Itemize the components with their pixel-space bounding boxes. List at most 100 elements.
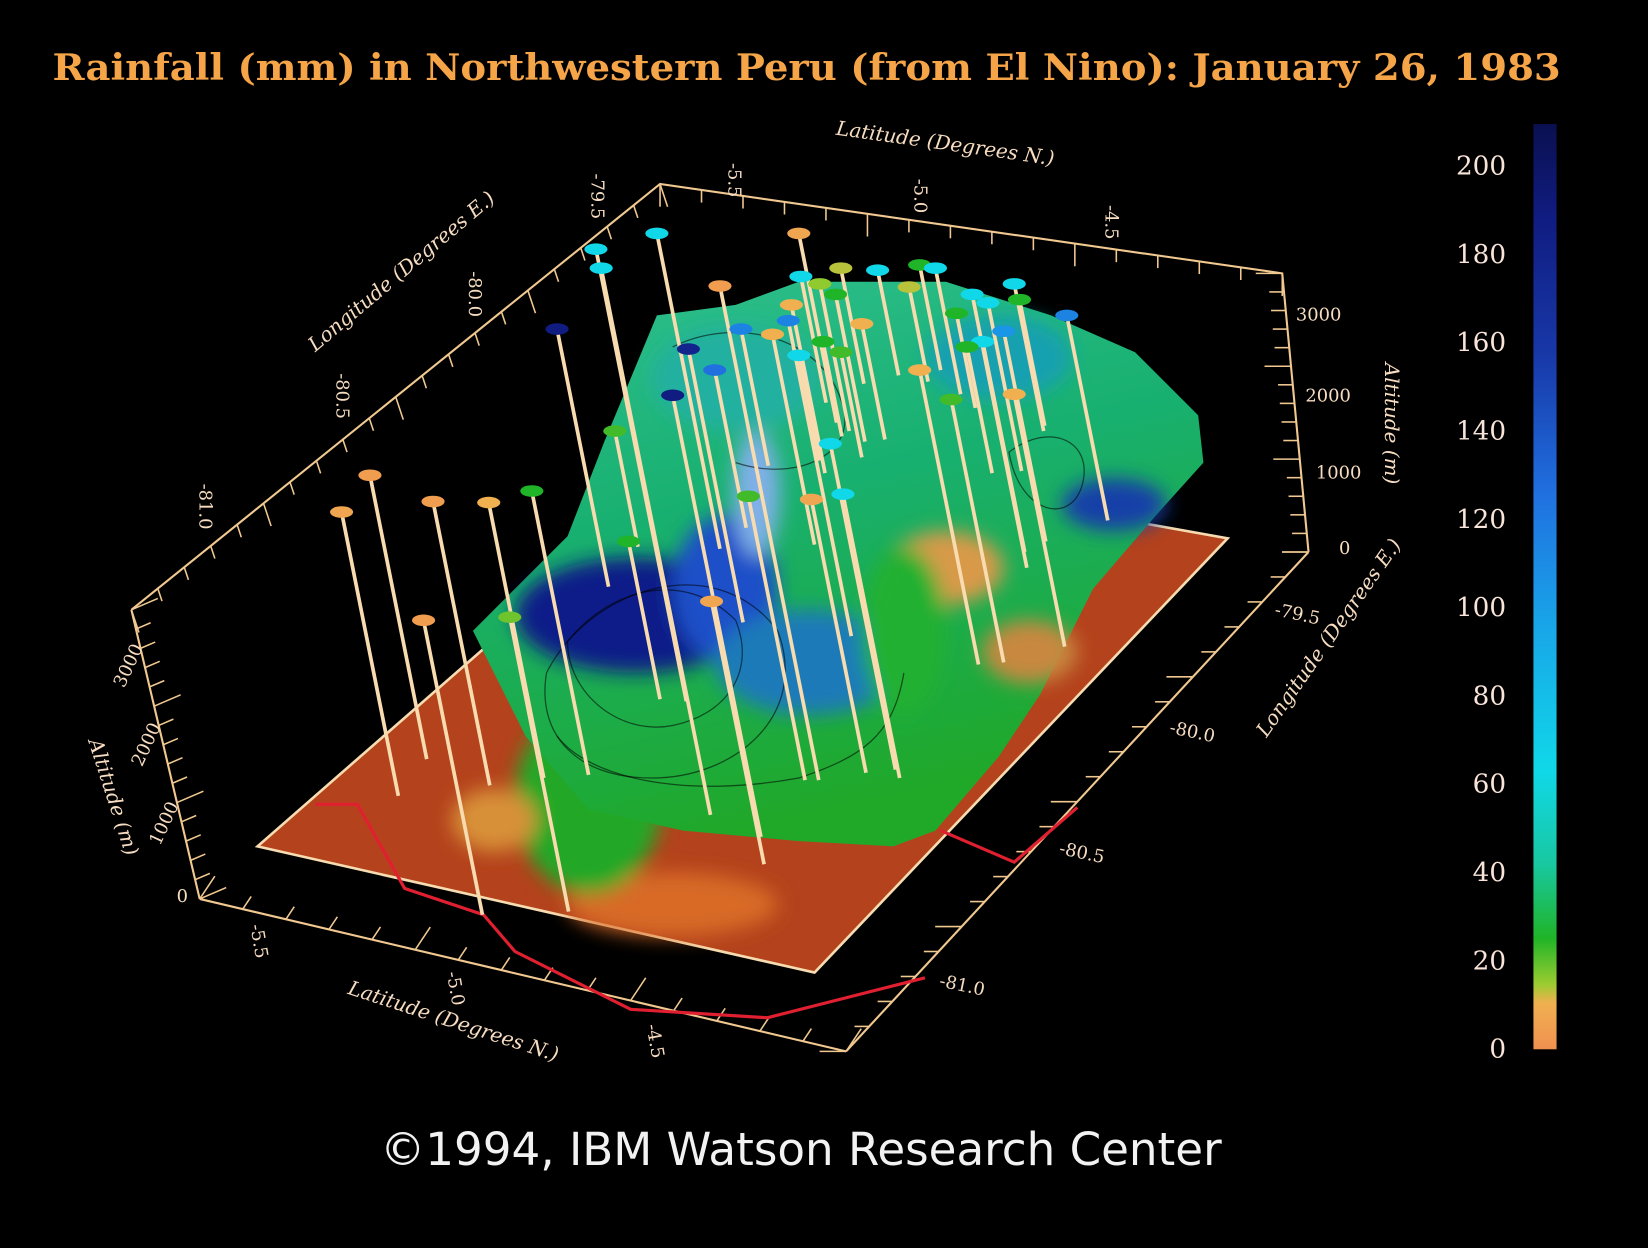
tick-mark xyxy=(144,660,161,669)
tick-mark xyxy=(315,460,322,474)
tick-mark xyxy=(199,886,227,900)
station-pin xyxy=(808,278,852,432)
latitude-axis-title-top: Latitude (Degrees N.) xyxy=(834,116,1056,171)
station-pin xyxy=(787,349,822,461)
station-pin xyxy=(477,496,546,779)
longitude-axis-title-front: Longitude (Degrees E.) xyxy=(1250,534,1406,742)
station-pin xyxy=(661,389,763,838)
tick-mark xyxy=(149,679,165,688)
station-pin-stem xyxy=(530,490,591,776)
contour-line xyxy=(556,672,905,787)
station-pin-head xyxy=(976,297,1000,309)
station-pin-head xyxy=(866,264,890,276)
station-pin xyxy=(589,262,713,816)
station-pin-head xyxy=(1055,309,1079,322)
tick-mark xyxy=(371,926,382,941)
chart-title: Rainfall (mm) in Northwestern Peru (from… xyxy=(53,45,1561,89)
tick-mark xyxy=(162,737,179,746)
station-pin-stem xyxy=(1017,299,1047,427)
longitude-tick: -79.5 xyxy=(587,173,608,219)
tick-mark xyxy=(457,946,468,961)
station-pin-head xyxy=(661,389,685,402)
station-pin-head xyxy=(944,307,968,320)
station-pin-head xyxy=(850,318,874,330)
station-pin-head xyxy=(897,281,921,293)
station-pin-head xyxy=(829,346,853,358)
station-pin xyxy=(787,227,839,424)
station-pin-head xyxy=(787,227,811,240)
tick-mark xyxy=(209,545,216,559)
tick-mark xyxy=(153,694,181,707)
latitude-tick: -5.0 xyxy=(442,970,469,1008)
station-pin xyxy=(829,346,864,458)
tick-marks xyxy=(130,183,1309,1053)
tick-mark xyxy=(172,776,188,785)
latitude-tick: -5.0 xyxy=(909,179,930,213)
station-pin-head xyxy=(939,393,963,406)
station-pin-head xyxy=(589,262,613,274)
tick-mark xyxy=(368,417,375,432)
station-pin-stem xyxy=(796,355,822,461)
station-pin-head xyxy=(676,343,700,355)
tick-mark xyxy=(289,481,295,495)
station-pin-head xyxy=(818,437,842,450)
tick-mark xyxy=(181,814,197,823)
altitude-tick: 0 xyxy=(1339,538,1350,559)
tick-mark xyxy=(157,588,163,602)
station-pin xyxy=(866,264,901,376)
station-pin-stem xyxy=(431,501,492,786)
station-pin-stem xyxy=(980,341,1027,553)
station-pin xyxy=(545,323,611,588)
tick-mark xyxy=(394,396,405,420)
tick-mark xyxy=(421,375,428,389)
station-pin-stem xyxy=(655,233,722,550)
longitude-tick: -81.0 xyxy=(938,971,987,1001)
station-pin-head xyxy=(645,227,669,240)
station-pin-stem xyxy=(712,369,749,529)
station-pin-stem xyxy=(368,474,429,760)
tick-mark xyxy=(199,875,216,900)
station-pin-head xyxy=(358,469,382,482)
station-pin-stem xyxy=(626,541,662,700)
station-pin xyxy=(729,323,771,467)
station-pin xyxy=(1055,309,1110,521)
colorbar-tick-label: 20 xyxy=(1473,946,1506,976)
tick-mark xyxy=(176,790,204,804)
station-pin-stem xyxy=(770,333,817,545)
altitude-tick: 2000 xyxy=(1305,386,1350,407)
station-pin-head xyxy=(520,485,544,497)
station-pin-head xyxy=(699,595,724,608)
axes-box xyxy=(130,182,1310,1053)
station-pin xyxy=(811,335,844,437)
tick-mark xyxy=(262,503,272,527)
station-pin xyxy=(908,364,981,665)
station-pin-stem xyxy=(796,233,839,424)
station-pin-stem xyxy=(709,601,766,865)
tick-mark xyxy=(328,916,339,930)
tick-mark xyxy=(194,872,211,881)
station-pin xyxy=(736,490,807,781)
station-pin-stem xyxy=(954,312,978,409)
latitude-tick: -5.5 xyxy=(723,163,744,197)
station-pin-stem xyxy=(786,320,854,637)
tick-mark xyxy=(527,290,537,314)
station-pin-head xyxy=(779,299,803,311)
tick-mark xyxy=(802,1028,813,1042)
station-pin-stem xyxy=(949,399,1006,663)
tick-mark xyxy=(553,268,560,283)
station-pin-head xyxy=(736,490,760,503)
station-pin-head xyxy=(708,280,732,292)
station-pin xyxy=(1002,388,1067,647)
station-pin-head xyxy=(992,325,1016,337)
tick-mark xyxy=(500,957,511,971)
station-pin xyxy=(831,488,902,779)
tick-mark xyxy=(474,332,480,346)
station-pin-stem xyxy=(599,267,713,816)
colorbar-gradient xyxy=(1533,124,1557,1050)
tick-mark xyxy=(135,622,151,630)
station-pin xyxy=(1002,278,1046,432)
station-pin-stem xyxy=(817,283,852,432)
station-pin xyxy=(955,341,994,474)
station-pin-head xyxy=(477,496,501,509)
colorbar-tick-label: 40 xyxy=(1473,858,1506,888)
